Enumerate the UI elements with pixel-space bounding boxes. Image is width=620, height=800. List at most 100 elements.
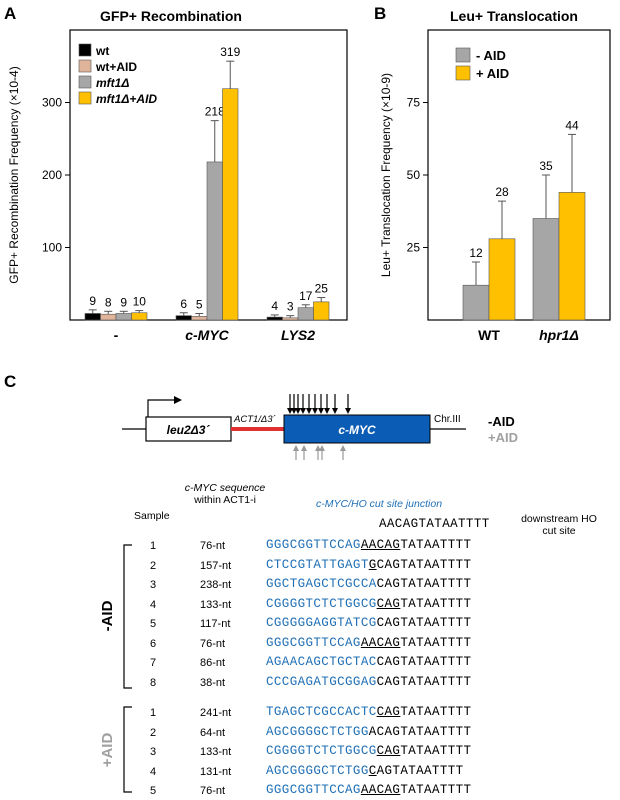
down-arrow-head: [295, 408, 301, 414]
sequence-length: 131-nt: [200, 765, 232, 778]
chart-a-data-label: 319: [220, 45, 240, 59]
sequence-length: 117-nt: [200, 618, 231, 630]
construct-diagram: leu2Δ3´ ACT1/Δ3´ c-MYC Chr.III -AID +AID: [122, 394, 518, 460]
junction-sequence: GGCTGAGCTCGCCACAGTATAATTTT: [266, 577, 471, 591]
sample-number: 2: [150, 559, 157, 572]
c-myc-portion: CGGGGTCTCTGGCG: [266, 596, 377, 611]
down-arrow-head: [318, 408, 324, 414]
ho-site-portion: TATAATTTT: [400, 744, 472, 758]
chart-a-data-label: 3: [287, 300, 294, 314]
c-myc-portion: GGGCGGTTCCAG: [266, 538, 361, 552]
act1-label: ACT1/Δ3´: [233, 414, 276, 425]
chart-a-bar: [266, 316, 283, 321]
chart-b-data-label: 35: [539, 159, 553, 173]
c-myc-portion: AGCGGGGCTCTGG: [266, 724, 369, 739]
down-arrow-head: [300, 408, 306, 414]
chart-b-legend-swatch: [455, 65, 471, 81]
chart-b-ytick-label: 50: [407, 168, 421, 182]
sequence-header-line2: within ACT1-i: [194, 494, 256, 506]
down-arrow-head: [287, 408, 293, 414]
ho-site-portion: TATAATTTT: [400, 635, 472, 650]
chart-a-bar: [297, 307, 314, 321]
sample-number: 6: [150, 637, 157, 650]
junction-sequence: GGGCGGTTCCAGAACAGTATAATTTT: [266, 538, 471, 552]
chart-a-bar: [100, 313, 117, 321]
c-myc-portion: TGAGCTCGCCACTC: [266, 705, 377, 719]
sample-number: 5: [150, 785, 157, 797]
c-myc-portion: GGGCGGTTCCAG: [266, 635, 361, 650]
ho-site-portion: CAGTATAATTTT: [376, 577, 472, 591]
c-myc-portion: CCCGAGATGCGGAG: [266, 674, 377, 689]
sample-number: 3: [150, 746, 157, 758]
chart-b: 25 50 75 Leu+ Translocation Frequency (×10-…: [379, 29, 611, 343]
up-arrow-head: [293, 445, 299, 451]
chart-a-data-label: 9: [120, 295, 127, 309]
microhomology-portion: AACAG: [360, 635, 401, 650]
sample-number: 5: [150, 618, 157, 630]
panel-b-title: Leu+ Translocation: [450, 8, 578, 24]
sequence-length: 64-nt: [200, 726, 226, 739]
sample-number: 8: [150, 676, 157, 689]
sample-number: 1: [150, 540, 157, 552]
junction-sequence: GGGCGGTTCCAGAACAGTATAATTTT: [266, 636, 471, 650]
sample-header: Sample: [134, 510, 170, 522]
chart-a-data-label: 6: [180, 297, 187, 311]
c-myc-label: c-MYC: [338, 423, 376, 437]
sample-number: 2: [150, 726, 157, 739]
chart-b-category-label: hpr1Δ: [539, 327, 579, 343]
chart-b-bar: [532, 218, 560, 321]
down-arrow-head: [312, 408, 318, 414]
sequence-header-line1: c-MYC sequence: [184, 482, 266, 494]
reference-sequence: AACAGTATAATTTT: [379, 517, 490, 531]
microhomology-portion: G: [368, 557, 377, 572]
chart-a-data-label: 25: [315, 282, 329, 296]
chart-b-legend-swatch: [455, 47, 471, 63]
sequence-length: 238-nt: [200, 579, 232, 591]
chart-b-bar: [558, 192, 586, 321]
ho-site-portion: ACAGTATAATTTT: [368, 724, 472, 739]
down-arrow-head: [291, 408, 297, 414]
up-arrow-head: [315, 445, 321, 451]
chart-a-legend-label: wt: [95, 44, 109, 58]
ho-site-portion: CAGTATAATTTT: [376, 655, 472, 669]
c-myc-box: [283, 414, 431, 444]
chart-b-legend-label: + AID: [476, 66, 509, 81]
chart-a-data-label: 4: [271, 299, 278, 313]
chart-b-data-label: 12: [469, 246, 483, 260]
minus-aid-breakpoint-arrows-icon: [287, 394, 351, 414]
down-arrow-head: [332, 408, 338, 414]
chart-b-legend-label: - AID: [476, 48, 506, 63]
minus-aid-group-label: -AID: [99, 600, 116, 631]
sequence-length: 133-nt: [200, 746, 232, 758]
c-myc-portion: GGCTGAGCTCGCCA: [266, 577, 377, 591]
sequence-length: 76-nt: [200, 785, 226, 797]
promoter-arrow-icon: [147, 399, 174, 417]
junction-sequence: TGAGCTCGCCACTCCAGTATAATTTT: [266, 705, 471, 719]
panel-a-title: GFP+ Recombination: [100, 8, 242, 24]
junction-sequence: CCCGAGATGCGGAGCAGTATAATTTT: [266, 675, 471, 689]
junction-sequence: AGCGGGGCTCTGGCAGTATAATTTT: [266, 764, 464, 778]
chart-a-bar: [191, 316, 208, 321]
ho-site-portion: CAGTATAATTTT: [376, 616, 472, 630]
chart-a-ytick-label: 200: [42, 168, 62, 182]
chart-a-bar: [131, 312, 148, 321]
chart-a-ylabel: GFP+ Recombination Frequency (×10-4): [7, 66, 21, 283]
c-myc-portion: CGGGGGAGGTATCG: [266, 616, 377, 630]
chart-a-data-label: 17: [299, 289, 313, 303]
c-myc-portion: CGGGGTCTCTGGCG: [266, 744, 377, 758]
ho-site-portion: TATAATTTT: [400, 538, 472, 552]
chart-b-ytick-label: 75: [407, 96, 421, 110]
junction-header: c-MYC/HO cut site junction: [316, 498, 443, 510]
chart-a-legend-label: wt+AID: [95, 60, 137, 74]
chart-b-ylabel: Leu+ Translocation Frequency (×10-9): [379, 73, 393, 277]
ho-site-portion: AGTATAATTTT: [376, 763, 464, 778]
minus-aid-label: -AID: [488, 414, 515, 429]
chart-a-ytick-label: 100: [42, 241, 62, 255]
sample-number: 7: [150, 657, 157, 669]
ho-site-portion: TATAATTTT: [400, 596, 472, 611]
sequence-header: c-MYC sequence within ACT1-i: [175, 482, 275, 506]
sequence-length: 133-nt: [200, 598, 232, 611]
chart-a-data-label: 8: [105, 295, 112, 309]
junction-sequence: GGGCGGTTCCAGAACAGTATAATTTT: [266, 783, 471, 797]
downstream-header: downstream HO cut site: [521, 513, 597, 537]
